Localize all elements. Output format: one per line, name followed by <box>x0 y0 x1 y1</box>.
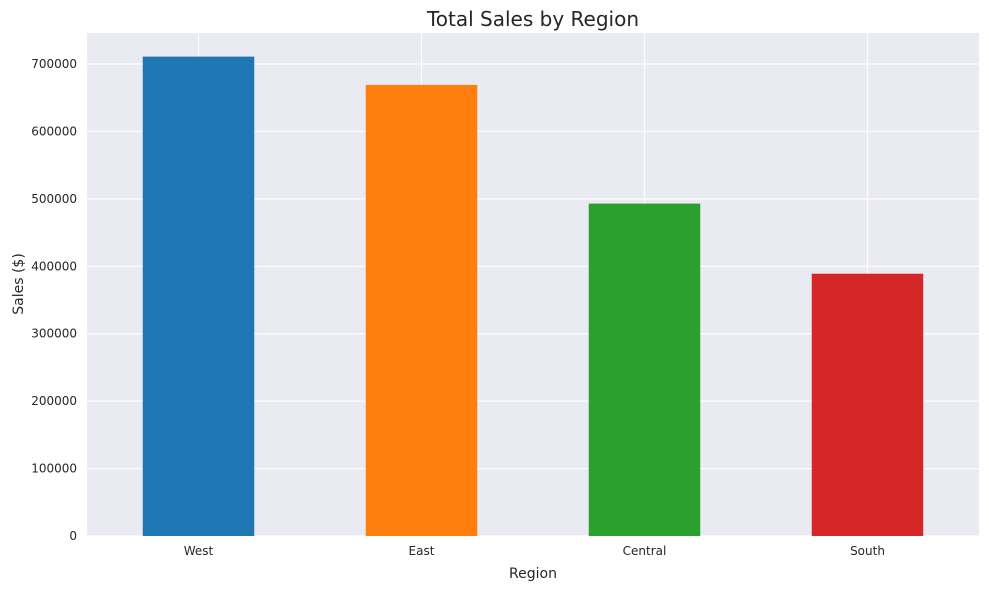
bar-south <box>811 273 924 536</box>
bar-central <box>588 203 701 536</box>
y-axis-label: Sales ($) <box>11 253 27 315</box>
bar-west <box>142 56 255 537</box>
x-tick-label: East <box>409 544 435 558</box>
bar-layer <box>142 56 924 537</box>
y-tick-label: 100000 <box>31 462 77 476</box>
x-axis-label: Region <box>509 566 557 582</box>
x-tick-labels: West East Central South <box>184 544 885 558</box>
y-tick-label: 400000 <box>31 259 77 273</box>
x-tick-label: West <box>184 544 214 558</box>
y-tick-label: 300000 <box>31 327 77 341</box>
y-tick-labels: 0 100000 200000 300000 400000 500000 600000 700… <box>31 57 77 543</box>
chart-title: Total Sales by Region <box>426 7 639 31</box>
x-tick-label: South <box>850 544 885 558</box>
x-tick-label: Central <box>623 544 667 558</box>
y-tick-label: 700000 <box>31 57 77 71</box>
y-tick-label: 0 <box>69 529 77 543</box>
y-tick-label: 500000 <box>31 192 77 206</box>
y-tick-label: 200000 <box>31 394 77 408</box>
bar-east <box>365 84 478 537</box>
y-tick-label: 600000 <box>31 124 77 138</box>
